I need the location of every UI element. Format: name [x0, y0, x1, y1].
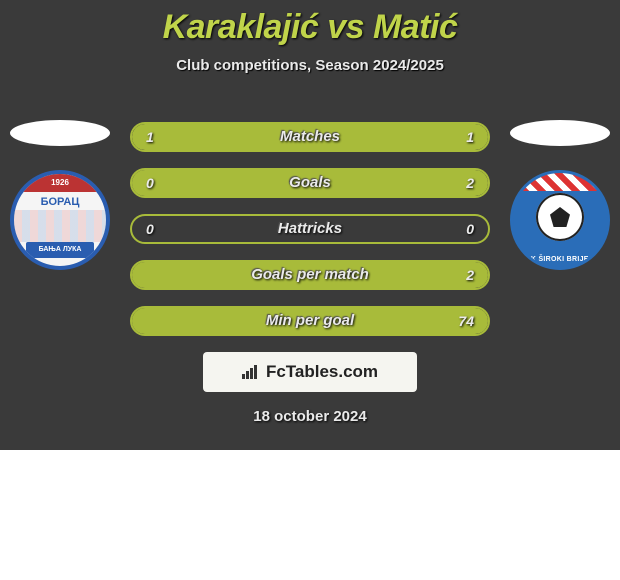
team-right-checker	[521, 173, 599, 191]
team-left-banner: БАЊА ЛУКА	[26, 242, 94, 258]
stat-bar: 00Hattricks	[130, 214, 490, 244]
brand-label: FcTables.com	[266, 362, 378, 382]
subtitle: Club competitions, Season 2024/2025	[0, 57, 620, 74]
stat-label: Goals per match	[132, 262, 488, 288]
stat-label: Hattricks	[132, 216, 488, 242]
team-right-crest: NK ŠIROKI BRIJEG	[510, 170, 610, 270]
brand-badge[interactable]: FcTables.com	[203, 352, 417, 392]
date-line: 18 october 2024	[0, 408, 620, 425]
team-right-shadow	[510, 120, 610, 146]
stat-bar: 11Matches	[130, 122, 490, 152]
stat-bar: 74Min per goal	[130, 306, 490, 336]
team-left-block: 1926 БОРАЦ БАЊА ЛУКА	[0, 120, 120, 270]
stat-label: Matches	[132, 124, 488, 150]
stat-label: Min per goal	[132, 308, 488, 334]
team-left-stripes	[14, 210, 106, 242]
comparison-card: Karaklajić vs Matić Club competitions, S…	[0, 0, 620, 450]
team-right-ring: NK ŠIROKI BRIJEG	[513, 256, 607, 263]
page-title: Karaklajić vs Matić	[0, 8, 620, 47]
soccer-ball-icon	[536, 193, 584, 241]
stat-label: Goals	[132, 170, 488, 196]
bar-chart-icon	[242, 365, 260, 379]
team-left-crest: 1926 БОРАЦ БАЊА ЛУКА	[10, 170, 110, 270]
stat-bar: 02Goals	[130, 168, 490, 198]
stat-bar: 2Goals per match	[130, 260, 490, 290]
team-left-name: БОРАЦ	[14, 196, 106, 208]
team-left-year: 1926	[14, 176, 106, 190]
team-right-block: NK ŠIROKI BRIJEG	[500, 120, 620, 270]
stats-container: 11Matches 02Goals 00Hattricks 2Goals per ma…	[130, 122, 490, 352]
team-left-shadow	[10, 120, 110, 146]
